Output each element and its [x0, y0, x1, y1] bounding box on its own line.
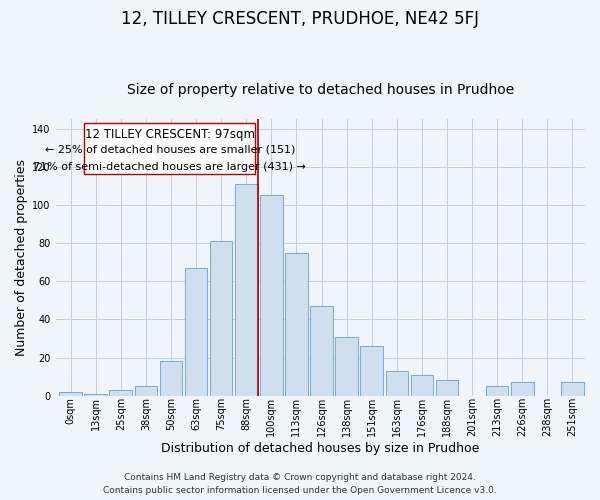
Text: 71% of semi-detached houses are larger (431) →: 71% of semi-detached houses are larger (…: [33, 162, 306, 172]
Bar: [260, 196, 283, 396]
Bar: [335, 336, 358, 396]
X-axis label: Distribution of detached houses by size in Prudhoe: Distribution of detached houses by size …: [161, 442, 479, 455]
Bar: [486, 386, 508, 396]
Title: Size of property relative to detached houses in Prudhoe: Size of property relative to detached ho…: [127, 83, 514, 97]
Bar: [436, 380, 458, 396]
Bar: [310, 306, 333, 396]
Bar: [59, 392, 82, 396]
Y-axis label: Number of detached properties: Number of detached properties: [15, 159, 28, 356]
Bar: [235, 184, 257, 396]
Bar: [511, 382, 533, 396]
Bar: [160, 362, 182, 396]
Bar: [386, 371, 408, 396]
Text: Contains HM Land Registry data © Crown copyright and database right 2024.
Contai: Contains HM Land Registry data © Crown c…: [103, 474, 497, 495]
Bar: [134, 386, 157, 396]
Bar: [85, 123, 255, 174]
Text: 12, TILLEY CRESCENT, PRUDHOE, NE42 5FJ: 12, TILLEY CRESCENT, PRUDHOE, NE42 5FJ: [121, 10, 479, 28]
Text: ← 25% of detached houses are smaller (151): ← 25% of detached houses are smaller (15…: [44, 145, 295, 155]
Bar: [561, 382, 584, 396]
Text: 12 TILLEY CRESCENT: 97sqm: 12 TILLEY CRESCENT: 97sqm: [85, 128, 255, 140]
Bar: [285, 252, 308, 396]
Bar: [185, 268, 208, 396]
Bar: [410, 374, 433, 396]
Bar: [85, 394, 107, 396]
Bar: [361, 346, 383, 396]
Bar: [109, 390, 132, 396]
Bar: [210, 241, 232, 396]
